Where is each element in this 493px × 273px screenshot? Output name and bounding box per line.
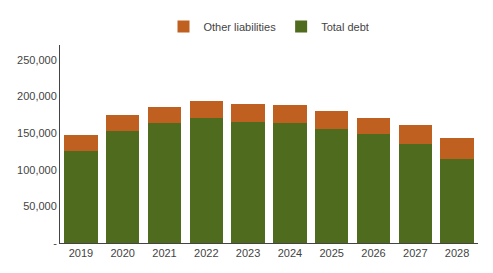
svg-text:200,000: 200,000: [17, 90, 57, 102]
svg-text:2021: 2021: [152, 247, 176, 259]
svg-text:2023: 2023: [236, 247, 260, 259]
svg-text:250,000: 250,000: [17, 54, 57, 66]
svg-text:2025: 2025: [319, 247, 343, 259]
svg-text:2026: 2026: [361, 247, 385, 259]
svg-text:2022: 2022: [194, 247, 218, 259]
svg-text:150,000: 150,000: [17, 127, 57, 139]
svg-text:Other liabilities: Other liabilities: [204, 21, 277, 33]
svg-text:-: -: [53, 237, 57, 249]
svg-text:2027: 2027: [403, 247, 427, 259]
svg-text:2024: 2024: [278, 247, 302, 259]
svg-text:50,000: 50,000: [23, 200, 57, 212]
svg-text:Total debt: Total debt: [321, 21, 369, 33]
svg-text:2019: 2019: [69, 247, 93, 259]
svg-text:2020: 2020: [110, 247, 134, 259]
svg-text:100,000: 100,000: [17, 164, 57, 176]
svg-text:2028: 2028: [445, 247, 469, 259]
